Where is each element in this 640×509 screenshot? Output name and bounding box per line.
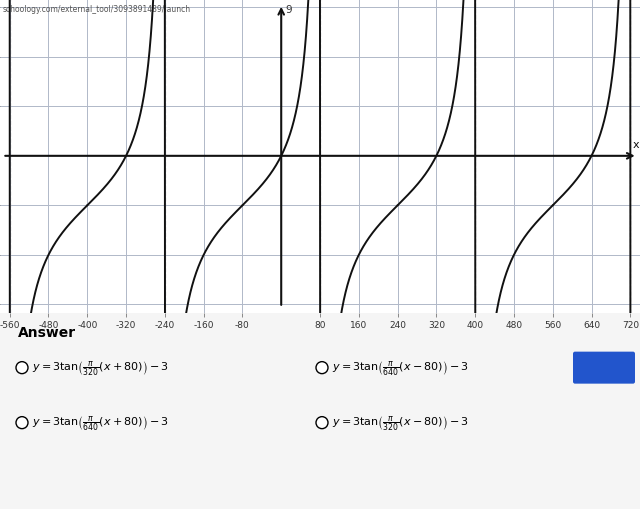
Text: schoology.com/external_tool/3093891489/launch: schoology.com/external_tool/3093891489/l… <box>3 5 191 14</box>
Circle shape <box>16 362 28 374</box>
Circle shape <box>316 362 328 374</box>
Text: $y = 3\tan\!\left(\frac{\pi}{640}(x-80)\right)-3$: $y = 3\tan\!\left(\frac{\pi}{640}(x-80)\… <box>332 359 468 377</box>
FancyBboxPatch shape <box>573 352 635 384</box>
Text: Answer: Answer <box>18 325 76 339</box>
Text: $y = 3\tan\!\left(\frac{\pi}{320}(x+80)\right)-3$: $y = 3\tan\!\left(\frac{\pi}{320}(x+80)\… <box>32 359 169 377</box>
Circle shape <box>316 417 328 429</box>
Text: $y = 3\tan\!\left(\frac{\pi}{320}(x-80)\right)-3$: $y = 3\tan\!\left(\frac{\pi}{320}(x-80)\… <box>332 414 468 432</box>
Text: Subr: Subr <box>588 361 620 375</box>
Text: $y = 3\tan\!\left(\frac{\pi}{640}(x+80)\right)-3$: $y = 3\tan\!\left(\frac{\pi}{640}(x+80)\… <box>32 414 169 432</box>
Text: 9: 9 <box>285 5 292 15</box>
Circle shape <box>16 417 28 429</box>
Text: x: x <box>632 140 639 150</box>
